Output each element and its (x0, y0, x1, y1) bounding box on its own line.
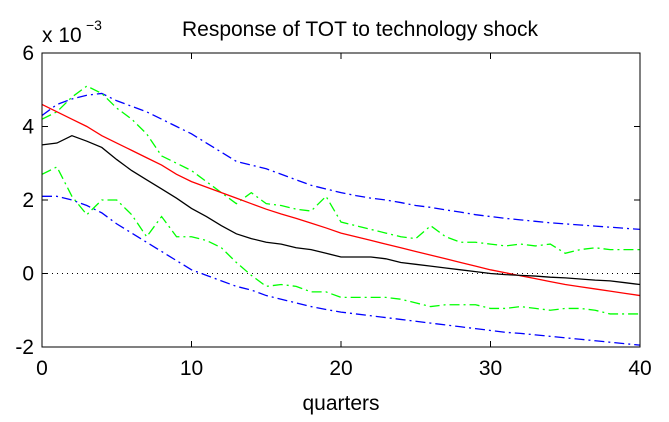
series-line (42, 195, 641, 346)
chart-title: Response of TOT to technology shock (182, 18, 539, 41)
y-tick-label: 0 (22, 263, 34, 286)
y-multiplier-exponent: −3 (86, 17, 102, 33)
x-tick-label: 40 (628, 357, 651, 380)
y-tick-label: 4 (22, 116, 34, 139)
series-line (41, 134, 641, 286)
series-line (41, 166, 640, 315)
series-line (41, 92, 641, 231)
y-tick-label: 2 (22, 189, 34, 212)
x-tick-label: 0 (36, 357, 48, 380)
plot-area (42, 53, 640, 347)
x-tick-label: 10 (180, 357, 203, 380)
x-tick-label: 30 (479, 357, 502, 380)
series-line (41, 103, 641, 297)
x-axis-label: quarters (302, 392, 379, 415)
x-tick-label: 20 (329, 357, 352, 380)
y-multiplier: x 10 (42, 24, 82, 47)
series-line (41, 85, 640, 254)
y-tick-label: -2 (15, 336, 34, 359)
y-tick-label: 6 (22, 42, 34, 65)
